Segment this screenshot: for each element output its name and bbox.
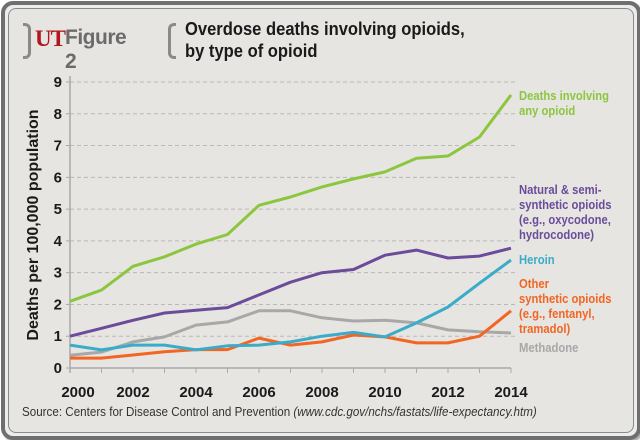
left-bracket-icon (23, 23, 31, 59)
legend-label-natural-semi: Natural & semi- synthetic opioids (e.g.,… (519, 183, 612, 242)
y-tick-label: 3 (54, 265, 62, 282)
y-tick-label: 5 (54, 201, 62, 218)
x-tick-label: 2008 (305, 384, 338, 401)
series-line-any-opioid (69, 94, 513, 303)
brand-logo: UT (35, 26, 66, 51)
source-url: (www.cdc.gov/nchs/fastats/life-expectanc… (293, 405, 537, 419)
chart-title-line-2: by type of opioid (185, 41, 318, 61)
figure-label: Figure 2 (65, 26, 127, 73)
x-tick-label: 2014 (494, 384, 528, 401)
y-tick-label: 9 (54, 74, 62, 91)
series-line-other-synthetic (70, 309, 512, 360)
legend-label-other-synthetic: Other synthetic opioids (e.g., fentanyl,… (519, 277, 612, 336)
y-tick-label: 1 (54, 328, 62, 345)
x-tick-label: 2006 (242, 384, 275, 401)
chart-title-line-1: Overdose deaths involving opioids, (185, 19, 465, 39)
y-tick-label: 7 (54, 138, 62, 155)
gridlines (70, 81, 515, 337)
chart-title: Overdose deaths involving opioids, by ty… (185, 18, 479, 62)
x-tick-label: 2000 (61, 384, 94, 401)
legend-label-heroin: Heroin (519, 253, 555, 267)
x-tick-label: 2004 (179, 384, 213, 401)
axes: 0 1 2 3 4 5 6 7 8 9 2000 2002 2004 2006 2008 2010 2012 20… (54, 74, 529, 401)
series-line-natural-semi (69, 246, 512, 338)
y-tick-label: 0 (54, 360, 62, 377)
x-tick-label: 2010 (368, 384, 401, 401)
series-lines (69, 94, 513, 360)
y-tick-label: 4 (54, 233, 63, 250)
y-axis-label: Deaths per 100,000 population (25, 109, 42, 340)
right-bracket-icon (168, 23, 176, 59)
y-tick-label: 8 (54, 106, 62, 123)
y-tick-label: 2 (54, 296, 62, 313)
series-line-heroin (69, 258, 512, 352)
legend-label-any-opioid: Deaths involving any opioid (519, 89, 610, 118)
y-tick-label: 6 (54, 169, 62, 186)
source-note: Source: Centers for Disease Control and … (22, 405, 537, 419)
legend-label-methadone: Methadone (519, 341, 579, 355)
x-tick-label: 2002 (116, 384, 149, 401)
figure-panel (8, 8, 634, 433)
source-text: Source: Centers for Disease Control and … (22, 405, 294, 419)
series-line-methadone (69, 309, 512, 357)
x-tick-label: 2012 (431, 384, 464, 401)
